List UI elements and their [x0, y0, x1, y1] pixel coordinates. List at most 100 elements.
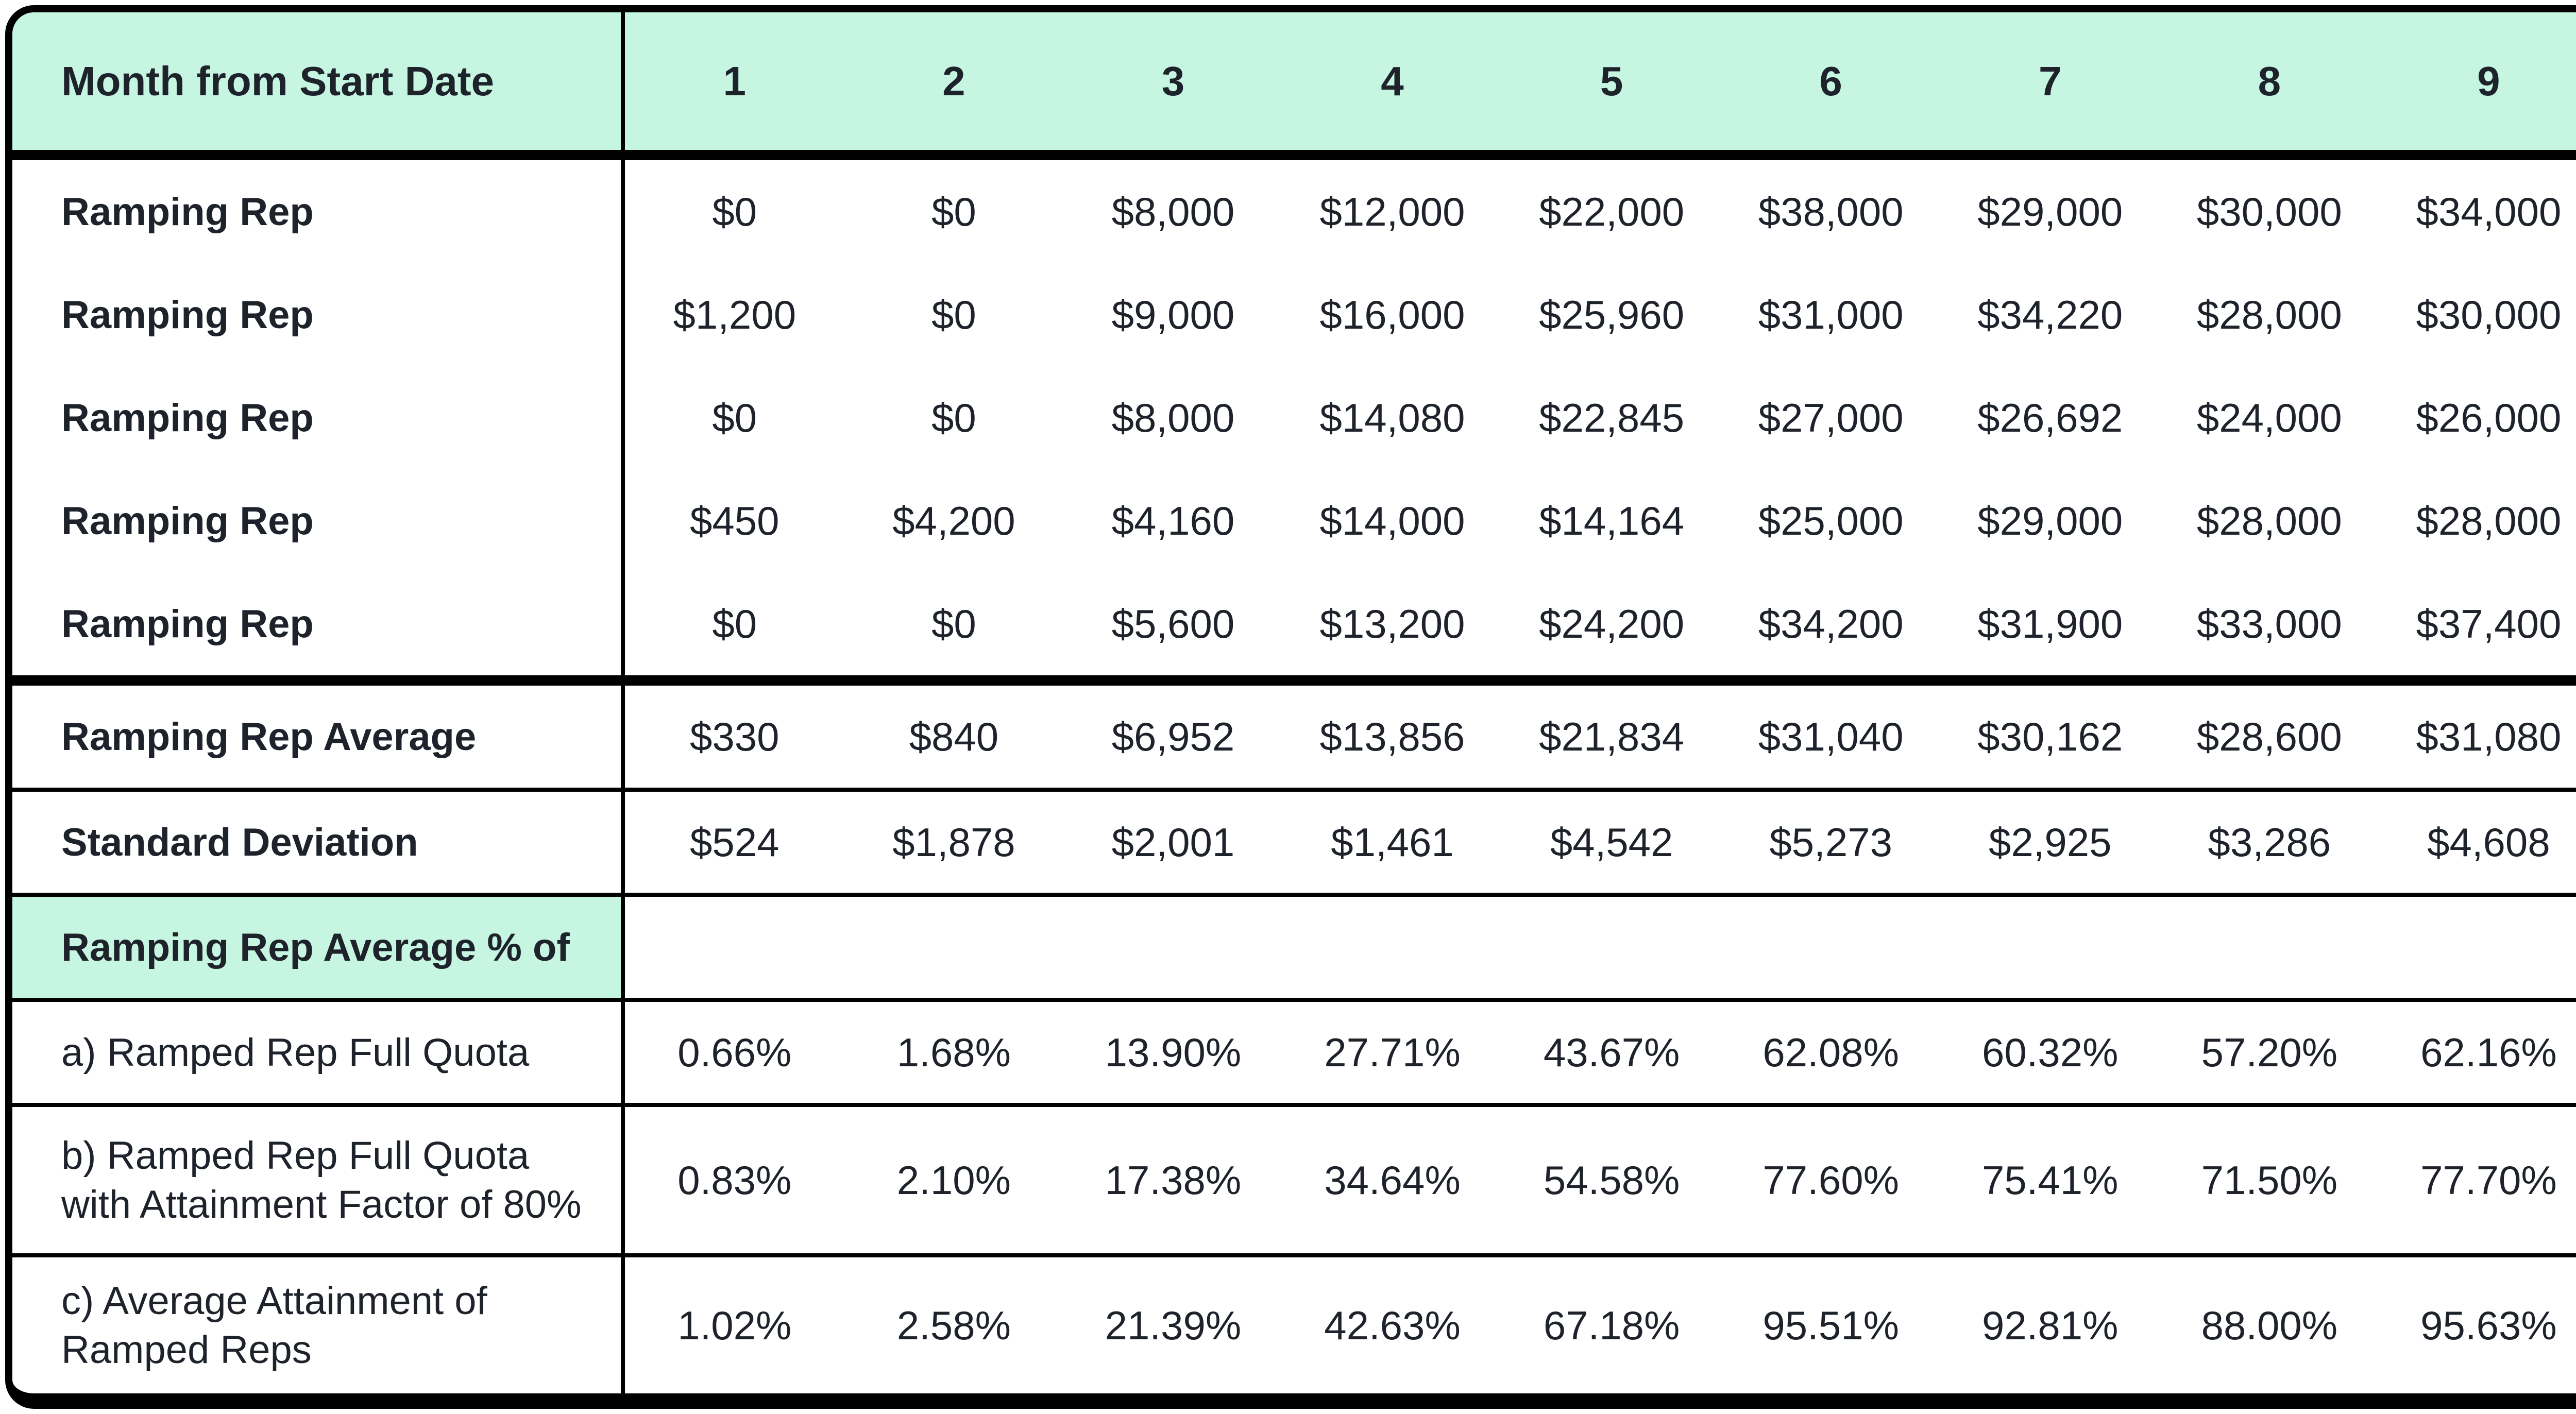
month-value-cell: $0	[931, 189, 976, 234]
month-value-cell: $14,164	[1539, 498, 1685, 543]
month-value-cell: $26,692	[1977, 395, 2123, 440]
month-values: $0 $0 $8,000 $12,000 $22,000 $38,000 $29,000 $3…	[625, 160, 2576, 263]
month-value-cell: $31,040	[1758, 713, 1904, 759]
month-value-cell: $22,000	[1539, 189, 1685, 234]
month-value-cell: 60.32%	[1981, 1029, 2119, 1075]
month-value-cell: $4,200	[892, 498, 1015, 543]
month-value-cell: $30,000	[2196, 189, 2342, 234]
month-value-cell: 13.90%	[1105, 1029, 1242, 1075]
month-value-cell: $14,080	[1319, 395, 1465, 440]
month-values: 1.02% 2.58% 21.39% 42.63% 67.18% 95.51% 92.81%…	[625, 1257, 2576, 1393]
month-value-cell: 95.51%	[1762, 1302, 1899, 1348]
month-value-cell: $4,542	[1550, 819, 1673, 865]
month-value-cell: $33,000	[2196, 601, 2342, 646]
month-value-cell: $25,000	[1758, 498, 1904, 543]
row-label: Ramping Rep	[12, 469, 625, 572]
month-value-cell: 1.68%	[896, 1029, 1011, 1075]
month-value-cell: 62.16%	[2420, 1029, 2557, 1075]
month-value-cell: 0.66%	[677, 1029, 792, 1075]
month-value-cell: $29,000	[1977, 498, 2123, 543]
table-row: Ramping Rep $1,200 $0 $9,000 $16,000 $25,960 $…	[12, 263, 2576, 366]
header-month-7: 7	[2039, 58, 2062, 104]
table-row: Ramping Rep Average % of	[12, 897, 2576, 1002]
header-label: Month from Start Date	[12, 12, 625, 150]
month-value-cell: $38,000	[1758, 189, 1904, 234]
month-value-cell: $31,900	[1977, 601, 2123, 646]
row-label: Ramping Rep	[12, 366, 625, 469]
month-value-cell: $28,000	[2196, 498, 2342, 543]
month-value-cell: 77.70%	[2420, 1157, 2557, 1203]
month-value-cell: $25,960	[1539, 292, 1685, 337]
header-months: 123456789101112	[625, 12, 2576, 150]
month-value-cell: 34.64%	[1324, 1157, 1461, 1203]
month-value-cell: $0	[931, 292, 976, 337]
header-row: Month from Start Date 123456789101112 An…	[12, 12, 2576, 160]
month-value-cell: $24,000	[2196, 395, 2342, 440]
table-row: Ramping Rep Average $330 $840 $6,952 $13,856…	[12, 675, 2576, 792]
month-values: $0 $0 $8,000 $14,080 $22,845 $27,000 $26,692 $2…	[625, 366, 2576, 469]
header-month-4: 4	[1381, 58, 1404, 104]
month-value-cell: 21.39%	[1105, 1302, 1242, 1348]
month-value-cell: 43.67%	[1543, 1029, 1680, 1075]
month-value-cell: $34,200	[1758, 601, 1904, 646]
month-value-cell: $0	[712, 189, 757, 234]
row-label: Ramping Rep	[12, 263, 625, 366]
month-value-cell: 62.08%	[1762, 1029, 1899, 1075]
quota-table: Month from Start Date 123456789101112 An…	[5, 5, 2576, 1409]
month-value-cell: $8,000	[1111, 189, 1235, 234]
month-value-cell: 27.71%	[1324, 1029, 1461, 1075]
table-body: Ramping Rep $0 $0 $8,000 $12,000 $22,000 $38,0…	[12, 160, 2576, 1393]
header-month-5: 5	[1600, 58, 1623, 104]
month-value-cell: $8,000	[1111, 395, 1235, 440]
month-value-cell: 67.18%	[1543, 1302, 1680, 1348]
month-value-cell: $450	[690, 498, 779, 543]
month-value-cell: $2,001	[1111, 819, 1235, 865]
row-label: Ramping Rep Average	[12, 686, 625, 788]
month-value-cell: $13,200	[1319, 601, 1465, 646]
month-value-cell: $14,000	[1319, 498, 1465, 543]
month-value-cell: $1,878	[892, 819, 1015, 865]
month-value-cell: $0	[712, 601, 757, 646]
month-value-cell: $1,461	[1331, 819, 1454, 865]
merged-empty-cell	[625, 897, 2576, 1002]
month-value-cell: $21,834	[1539, 713, 1685, 759]
month-value-cell: $9,000	[1111, 292, 1235, 337]
month-value-cell: 42.63%	[1324, 1302, 1461, 1348]
row-label: a) Ramped Rep Full Quota	[12, 1002, 625, 1107]
table-row: Ramping Rep $450 $4,200 $4,160 $14,000 $14,16…	[12, 469, 2576, 572]
month-value-cell: 0.83%	[677, 1157, 792, 1203]
month-value-cell: $13,856	[1319, 713, 1465, 759]
month-values: $330 $840 $6,952 $13,856 $21,834 $31,040 $30,1…	[625, 686, 2576, 788]
month-value-cell: $16,000	[1319, 292, 1465, 337]
month-value-cell: $0	[931, 601, 976, 646]
month-value-cell: 17.38%	[1105, 1157, 1242, 1203]
month-value-cell: $29,000	[1977, 189, 2123, 234]
month-values: $1,200 $0 $9,000 $16,000 $25,960 $31,000 $34,2…	[625, 263, 2576, 366]
row-label: b) Ramped Rep Full Quota with Attainment…	[12, 1107, 625, 1257]
row-label: Standard Deviation	[12, 792, 625, 897]
month-value-cell: $28,600	[2196, 713, 2342, 759]
month-value-cell: $5,273	[1769, 819, 1892, 865]
month-value-cell: $0	[931, 395, 976, 440]
month-value-cell: $1,200	[673, 292, 796, 337]
month-value-cell: $4,160	[1111, 498, 1235, 543]
month-value-cell: $6,952	[1111, 713, 1235, 759]
header-month-2: 2	[942, 58, 965, 104]
row-label: Ramping Rep	[12, 572, 625, 675]
month-value-cell: 1.02%	[677, 1302, 792, 1348]
table-row: a) Ramped Rep Full Quota 0.66% 1.68% 13.90%…	[12, 1002, 2576, 1107]
month-value-cell: $30,162	[1977, 713, 2123, 759]
row-label: Ramping Rep Average % of	[12, 897, 625, 1002]
month-value-cell: $330	[690, 713, 779, 759]
month-value-cell: $31,080	[2416, 713, 2562, 759]
header-month-9: 9	[2477, 58, 2500, 104]
month-value-cell: 57.20%	[2201, 1029, 2338, 1075]
table-row: Ramping Rep $0 $0 $8,000 $14,080 $22,845 $27,0…	[12, 366, 2576, 469]
row-label: c) Average Attainment of Ramped Reps	[12, 1257, 625, 1393]
month-value-cell: 2.10%	[896, 1157, 1011, 1203]
row-label: Ramping Rep	[12, 160, 625, 263]
month-value-cell: 88.00%	[2201, 1302, 2338, 1348]
month-values: 0.66% 1.68% 13.90% 27.71% 43.67% 62.08% 60.32%…	[625, 1002, 2576, 1107]
month-values: 0.83% 2.10% 17.38% 34.64% 54.58% 77.60% 75.41%…	[625, 1107, 2576, 1257]
month-value-cell: $22,845	[1539, 395, 1685, 440]
